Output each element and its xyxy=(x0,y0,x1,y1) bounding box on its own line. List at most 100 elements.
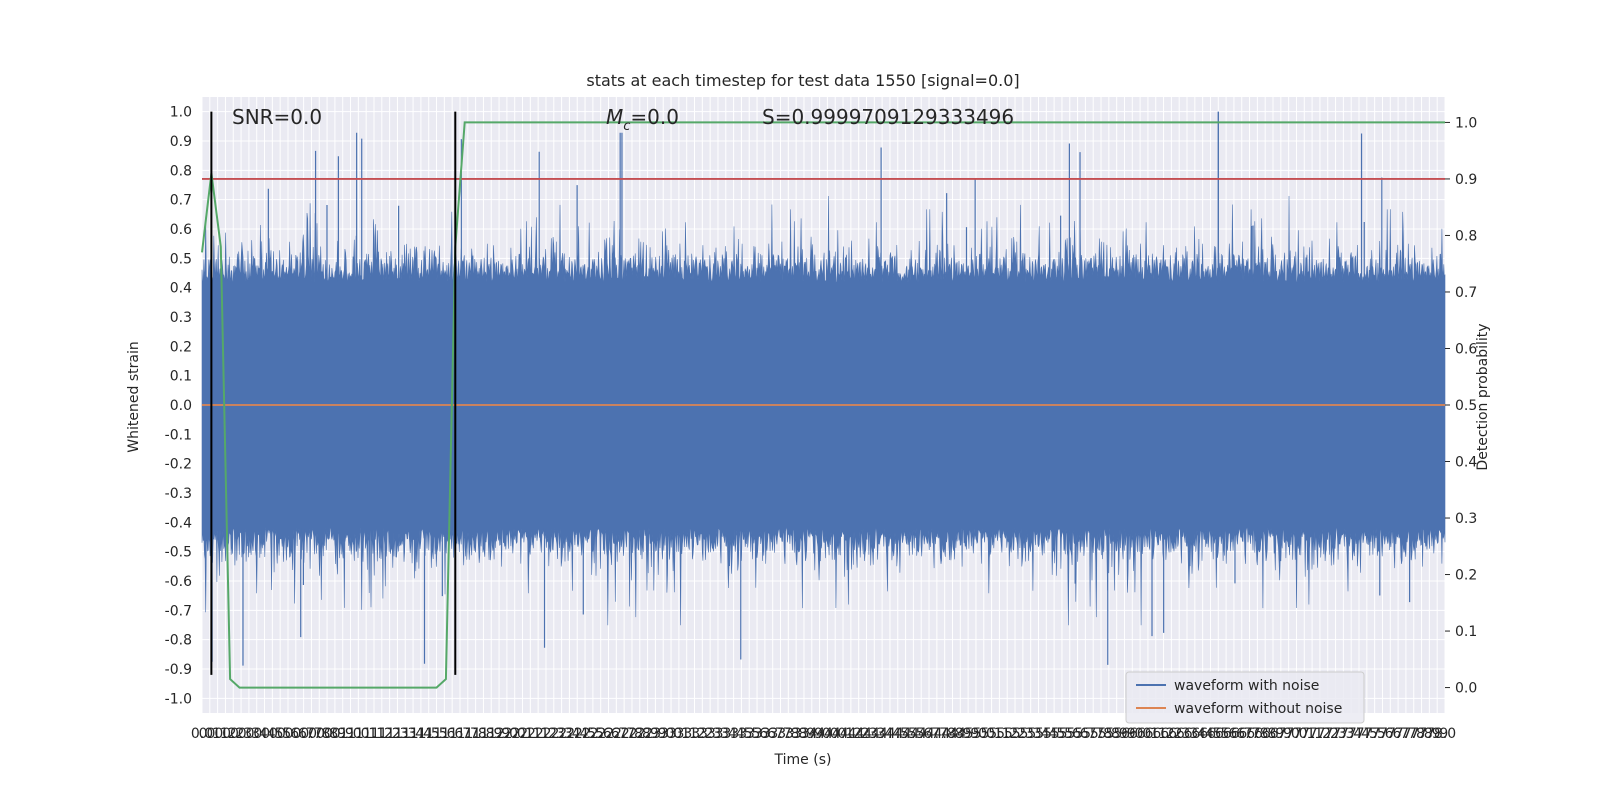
x-tick-label: 6.7 xyxy=(1231,726,1253,742)
x-tick-label: 4.7 xyxy=(918,726,940,742)
x-tick-label: 2.7 xyxy=(613,726,635,742)
x-tick-label: 1.6 xyxy=(433,726,455,742)
x-tick-label: 5.9 xyxy=(1106,726,1128,742)
x-tick-label: 1.1 xyxy=(355,726,377,742)
x-tick-label: 4.2 xyxy=(840,726,862,742)
x-tick-label: 1.0 xyxy=(347,726,369,742)
left-tick-label: -0.9 xyxy=(165,662,192,678)
x-tick-label: 4.9 xyxy=(949,726,971,742)
x-tick-label: 6.3 xyxy=(1176,726,1198,742)
x-tick-label: 2.1 xyxy=(519,726,541,742)
x-tick-label: 2.4 xyxy=(566,726,588,742)
left-tick-label: 0.7 xyxy=(170,193,192,209)
left-tick-label: -0.1 xyxy=(165,427,192,443)
x-tick-label: 3.9 xyxy=(793,726,815,742)
x-tick-label: 5.1 xyxy=(980,726,1002,742)
x-tick-label: 5.4 xyxy=(1027,726,1049,742)
x-tick-label: 6.5 xyxy=(1207,726,1229,742)
x-tick-label: 1.2 xyxy=(371,726,393,742)
x-tick-label: 2.2 xyxy=(535,726,557,742)
x-tick-label: 6.9 xyxy=(1262,726,1284,742)
x-tick-label: 4.4 xyxy=(871,726,893,742)
x-tick-label: 3.6 xyxy=(754,726,776,742)
plot-area xyxy=(201,97,1446,713)
chirp-mass-value: =0.0 xyxy=(630,105,679,129)
x-tick-label: 2.0 xyxy=(504,726,526,742)
waveform-with-noise-area xyxy=(201,195,1446,626)
right-tick-label: 0.4 xyxy=(1455,455,1477,471)
x-tick-label: 2.8 xyxy=(629,726,651,742)
x-tick-label: 2.3 xyxy=(550,726,572,742)
x-tick-label: 5.0 xyxy=(973,726,995,742)
x-tick-label: 3.3 xyxy=(707,726,729,742)
x-tick-label: 2.7 xyxy=(605,726,627,742)
x-tick-label: 0.3 xyxy=(238,726,260,742)
left-tick-label: -0.2 xyxy=(165,457,192,473)
x-tick-label: 4.0 xyxy=(808,726,830,742)
right-tick-label: 0.2 xyxy=(1455,568,1477,584)
x-tick-label: 5.6 xyxy=(1066,726,1088,742)
x-tick-label: 7.1 xyxy=(1301,726,1323,742)
x-tick-label: 7.1 xyxy=(1293,726,1315,742)
x-tick-label: 5.3 xyxy=(1012,726,1034,742)
x-tick-label: 4.0 xyxy=(816,726,838,742)
x-tick-label: 0.4 xyxy=(253,726,275,742)
right-tick-label: 0.3 xyxy=(1455,511,1477,527)
x-tick-label: 5.0 xyxy=(965,726,987,742)
left-tick-label: 0.3 xyxy=(170,310,192,326)
x-tick-label: 6.7 xyxy=(1238,726,1260,742)
x-tick-label: 6.2 xyxy=(1160,726,1182,742)
x-tick-label: 0.5 xyxy=(261,726,283,742)
x-tick-label: 4.5 xyxy=(902,726,924,742)
x-tick-label: 4.5 xyxy=(887,726,909,742)
snr-annotation: SNR=0.0 xyxy=(232,105,322,129)
x-tick-label: 7.2 xyxy=(1317,726,1339,742)
x-tick-label: 6.0 xyxy=(1129,726,1151,742)
x-tick-label: 3.9 xyxy=(801,726,823,742)
x-tick-label: 0.9 xyxy=(332,726,354,742)
x-tick-label: 3.5 xyxy=(738,726,760,742)
x-tick-label: 4.7 xyxy=(926,726,948,742)
x-tick-label: 2.6 xyxy=(597,726,619,742)
x-tick-label: 6.9 xyxy=(1270,726,1292,742)
x-tick-label: 1.1 xyxy=(363,726,385,742)
x-tick-label: 3.4 xyxy=(722,726,744,742)
y-axis-label-right: Detection probability xyxy=(1475,323,1491,470)
x-tick-label: 8.0 xyxy=(1434,726,1456,742)
left-tick-label: 0.8 xyxy=(170,163,192,179)
left-tick-label: 0.2 xyxy=(170,339,192,355)
x-tick-label: 5.4 xyxy=(1035,726,1057,742)
left-tick-label: -0.3 xyxy=(165,486,192,502)
x-tick-label: 6.1 xyxy=(1137,726,1159,742)
x-tick-label: 0.5 xyxy=(269,726,291,742)
x-tick-label: 4.1 xyxy=(832,726,854,742)
x-tick-label: 2.0 xyxy=(496,726,518,742)
x-tick-label: 3.1 xyxy=(668,726,690,742)
legend-frame xyxy=(1125,671,1365,724)
x-tick-label: 6.3 xyxy=(1168,726,1190,742)
legend-label-noise: waveform with noise xyxy=(1174,678,1319,694)
x-tick-label: 7.3 xyxy=(1332,726,1354,742)
right-tick-label: 0.9 xyxy=(1455,172,1477,188)
x-tick-label: 7.4 xyxy=(1340,726,1362,742)
right-axis: 0.0 0.1 0.2 0.3 0.4 0.5 0.6 0.7 0.8 0.9 1.0 xyxy=(1445,115,1477,697)
right-tick-label: 0.8 xyxy=(1455,228,1477,244)
x-tick-label: 3.7 xyxy=(762,726,784,742)
legend-label-clean: waveform without noise xyxy=(1174,701,1342,717)
x-tick-label: 0.8 xyxy=(308,726,330,742)
right-tick-label: 0.0 xyxy=(1455,681,1477,697)
x-tick-label: 2.8 xyxy=(621,726,643,742)
x-tick-label: 4.0 xyxy=(824,726,846,742)
x-tick-label: 3.0 xyxy=(652,726,674,742)
x-tick-label: 1.0 xyxy=(339,726,361,742)
x-tick-label: 3.6 xyxy=(746,726,768,742)
left-tick-label: -0.6 xyxy=(165,574,192,590)
x-tick-label: 7.9 xyxy=(1426,726,1448,742)
x-tick-label: 6.4 xyxy=(1192,726,1214,742)
x-tick-label: 0.4 xyxy=(246,726,268,742)
x-tick-label: 1.4 xyxy=(410,726,432,742)
x-tick-label: 3.1 xyxy=(676,726,698,742)
x-tick-label: 1.9 xyxy=(488,726,510,742)
x-tick-label: 0.6 xyxy=(285,726,307,742)
